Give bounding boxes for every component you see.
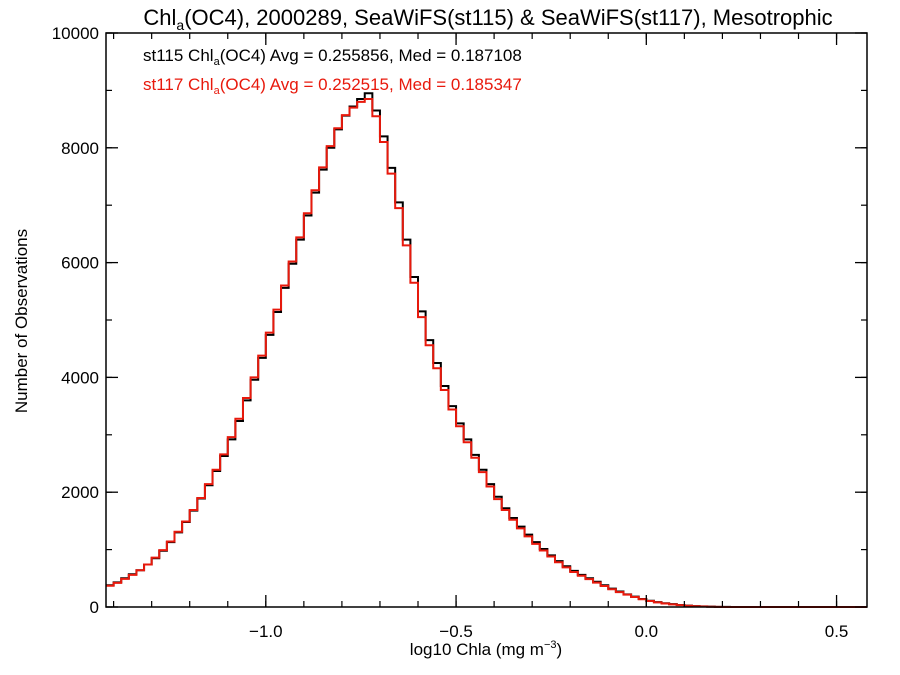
legend-entry-st115: st115 Chla(OC4) Avg = 0.255856, Med = 0.… bbox=[143, 46, 522, 68]
plot-frame bbox=[105, 32, 868, 608]
x-axis-label-prefix: log10 Chla (mg m bbox=[410, 640, 544, 659]
chart-title: Chla(OC4), 2000289, SeaWiFS(st115) & Sea… bbox=[143, 5, 832, 33]
legend-text-subscript: a bbox=[214, 56, 221, 68]
y-tick-label: 6000 bbox=[61, 254, 99, 273]
x-tick-label: −1.0 bbox=[249, 622, 283, 641]
y-tick-label: 0 bbox=[90, 598, 99, 617]
chart-title-suffix: (OC4), 2000289, SeaWiFS(st115) & SeaWiFS… bbox=[184, 5, 832, 30]
legend-text-subscript: a bbox=[214, 85, 221, 97]
legend-text-prefix: st117 Chl bbox=[143, 75, 214, 94]
series-layer bbox=[106, 92, 867, 608]
x-axis-label-superscript: −3 bbox=[544, 639, 557, 651]
series-st117-line bbox=[106, 98, 867, 608]
x-tick-label: −0.5 bbox=[439, 622, 473, 641]
y-tick-label: 10000 bbox=[52, 24, 99, 43]
y-tick-label: 2000 bbox=[61, 483, 99, 502]
chart-title-subscript: a bbox=[176, 17, 184, 33]
y-axis-label: Number of Observations bbox=[12, 229, 31, 413]
legend-text-prefix: st115 Chl bbox=[143, 46, 214, 65]
x-tick-label: 0.5 bbox=[825, 622, 849, 641]
x-tick-label: 0.0 bbox=[634, 622, 658, 641]
y-tick-label: 4000 bbox=[61, 368, 99, 387]
legend: st115 Chla(OC4) Avg = 0.255856, Med = 0.… bbox=[143, 46, 522, 97]
x-axis-label: log10 Chla (mg m−3) bbox=[410, 639, 562, 659]
legend-entry-st117: st117 Chla(OC4) Avg = 0.252515, Med = 0.… bbox=[143, 75, 522, 97]
ticks-layer: −1.0 −0.5 0.0 0.5 0 2000 4000 6000 8000 10000 bbox=[52, 24, 867, 641]
series-st115-line bbox=[106, 92, 867, 608]
y-tick-label: 8000 bbox=[61, 139, 99, 158]
chart-title-prefix: Chl bbox=[143, 5, 176, 30]
legend-text-suffix: (OC4) Avg = 0.255856, Med = 0.187108 bbox=[220, 46, 522, 65]
x-axis-label-suffix: ) bbox=[557, 640, 563, 659]
legend-text-suffix: (OC4) Avg = 0.252515, Med = 0.185347 bbox=[220, 75, 522, 94]
